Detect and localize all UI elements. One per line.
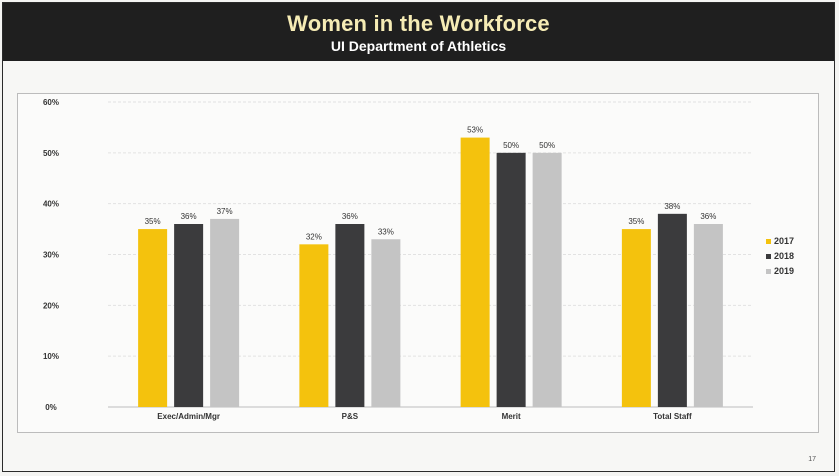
chart-area: 0% 10% 20% 30% 40% 50% 60% 35% 36% 37% Exec/Admin/… <box>17 93 819 433</box>
x-category-label: Total Staff <box>653 412 692 421</box>
bar-2019 <box>693 224 723 407</box>
bar-2017 <box>621 229 651 407</box>
x-category-label: Merit <box>502 412 521 421</box>
y-tick-label: 10% <box>43 352 59 361</box>
x-category-label: Exec/Admin/Mgr <box>157 412 220 421</box>
data-label: 53% <box>467 126 483 135</box>
y-tick-label: 30% <box>43 251 59 260</box>
legend-swatch-2019 <box>766 269 771 274</box>
page-number: 17 <box>808 456 816 463</box>
legend-swatch-2017 <box>766 239 771 244</box>
data-label: 36% <box>342 212 358 221</box>
bar-chart: 0% 10% 20% 30% 40% 50% 60% 35% 36% 37% Exec/Admin/… <box>43 98 794 421</box>
legend-label: 2017 <box>774 236 794 246</box>
data-label: 50% <box>539 141 555 150</box>
y-tick-label: 20% <box>43 301 59 310</box>
bar-2017 <box>460 137 490 408</box>
data-label: 35% <box>628 217 644 226</box>
slide-title: Women in the Workforce <box>287 11 550 36</box>
legend-label: 2019 <box>774 266 794 276</box>
data-label: 36% <box>700 212 716 221</box>
bar-2019 <box>371 239 401 407</box>
bar-2019 <box>210 218 240 407</box>
x-category-label: P&S <box>342 412 359 421</box>
slide-header: Women in the Workforce UI Department of … <box>3 3 834 61</box>
data-label: 35% <box>145 217 161 226</box>
y-tick-label: 0% <box>45 403 57 412</box>
bar-2019 <box>532 152 562 407</box>
bar-2018 <box>335 224 365 407</box>
bar-2018 <box>657 213 687 407</box>
data-label: 32% <box>306 232 322 241</box>
data-label: 33% <box>378 227 394 236</box>
legend-label: 2018 <box>774 251 794 261</box>
bar-2017 <box>138 229 168 407</box>
y-tick-label: 50% <box>43 149 59 158</box>
data-label: 37% <box>217 207 233 216</box>
data-label: 50% <box>503 141 519 150</box>
bar-2018 <box>174 224 204 407</box>
legend-swatch-2018 <box>766 254 771 259</box>
data-label: 36% <box>181 212 197 221</box>
slide-subtitle: UI Department of Athletics <box>330 38 507 54</box>
y-tick-label: 40% <box>43 200 59 209</box>
y-tick-label: 60% <box>43 98 59 107</box>
bar-2017 <box>299 244 329 407</box>
bar-2018 <box>496 152 526 407</box>
data-label: 38% <box>664 202 680 211</box>
